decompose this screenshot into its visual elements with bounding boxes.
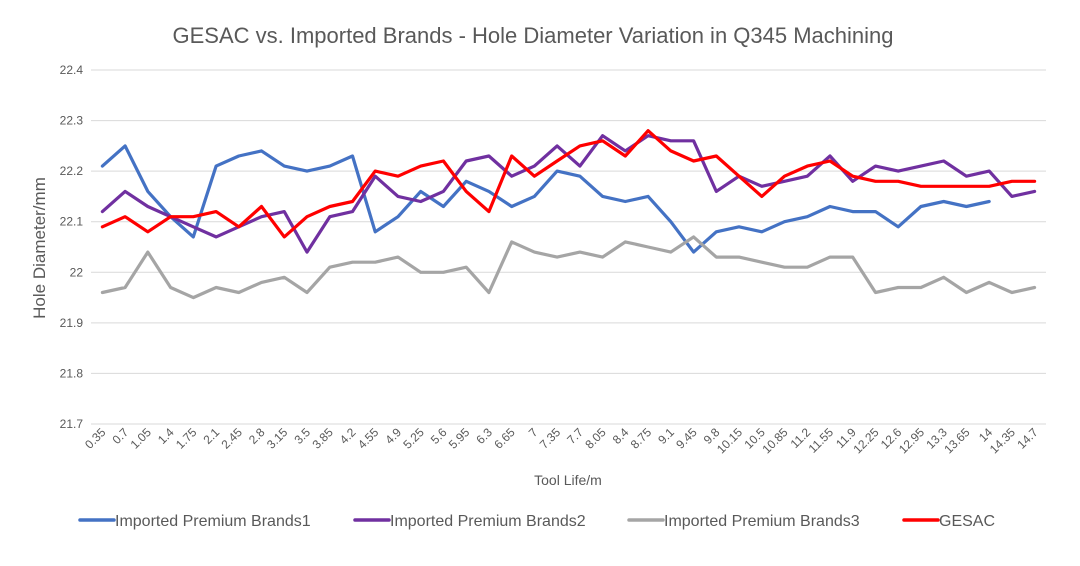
x-tick-label: 2.45 xyxy=(219,425,246,452)
legend: Imported Premium Brands1 Imported Premium… xyxy=(78,513,995,530)
gridlines xyxy=(91,69,1046,425)
x-tick-label: 1.75 xyxy=(173,425,200,452)
legend-label: Imported Premium Brands2 xyxy=(390,513,586,530)
y-tick-label: 22.2 xyxy=(60,164,84,178)
y-tick-label: 22.1 xyxy=(60,215,84,229)
x-tick-label: 14.7 xyxy=(1014,425,1041,452)
series-line-4 xyxy=(100,129,1037,239)
series-line-3 xyxy=(100,235,1037,300)
x-tick-label: 3.85 xyxy=(309,425,336,452)
y-tick-label: 21.9 xyxy=(60,316,84,330)
x-tick-label: 8.05 xyxy=(582,425,609,452)
x-tick-label: 10.15 xyxy=(714,425,745,456)
y-tick-label: 22 xyxy=(70,265,84,279)
y-tick-label: 22.3 xyxy=(60,114,84,128)
x-tick-label: 4.55 xyxy=(355,425,382,452)
legend-label: Imported Premium Brands1 xyxy=(115,513,311,530)
series-line-2 xyxy=(100,134,1037,254)
y-axis-ticks: 21.7 21.8 21.9 22 22.1 22.2 22.3 22.4 xyxy=(60,63,84,431)
x-tick-label: 12.25 xyxy=(850,425,881,456)
x-tick-label: 6.65 xyxy=(491,425,518,452)
x-tick-label: 7 xyxy=(526,425,541,440)
y-tick-label: 21.8 xyxy=(60,366,84,380)
x-tick-label: 12.95 xyxy=(896,425,927,456)
x-tick-label: 10.85 xyxy=(759,425,790,456)
y-axis-title: Hole Diameter/mm xyxy=(30,177,49,319)
legend-label: GESAC xyxy=(939,513,995,530)
x-tick-label: 0.35 xyxy=(82,425,109,452)
x-tick-label: 14.35 xyxy=(987,425,1018,456)
x-tick-label: 5.25 xyxy=(400,425,427,452)
x-tick-label: 11.55 xyxy=(806,425,837,456)
y-tick-label: 21.7 xyxy=(60,417,84,431)
series-line-1 xyxy=(100,144,991,254)
x-axis-ticks: 0.35 0.71.05 1.41.75 2.12.45 2.83.15 3.53.85 4… xyxy=(82,425,1041,456)
series-lines xyxy=(100,129,1037,300)
x-axis-title: Tool Life/m xyxy=(534,472,602,488)
legend-label: Imported Premium Brands3 xyxy=(664,513,860,530)
x-tick-label: 1.05 xyxy=(128,425,155,452)
x-tick-label: 7.35 xyxy=(537,425,564,452)
chart-title: GESAC vs. Imported Brands - Hole Diamete… xyxy=(172,23,893,48)
x-tick-label: 5.95 xyxy=(446,425,473,452)
x-tick-label: 9.45 xyxy=(673,425,700,452)
x-tick-label: 8.75 xyxy=(628,425,655,452)
x-tick-label: 3.15 xyxy=(264,425,291,452)
y-tick-label: 22.4 xyxy=(60,63,84,77)
x-tick-label: 13.65 xyxy=(941,425,972,456)
